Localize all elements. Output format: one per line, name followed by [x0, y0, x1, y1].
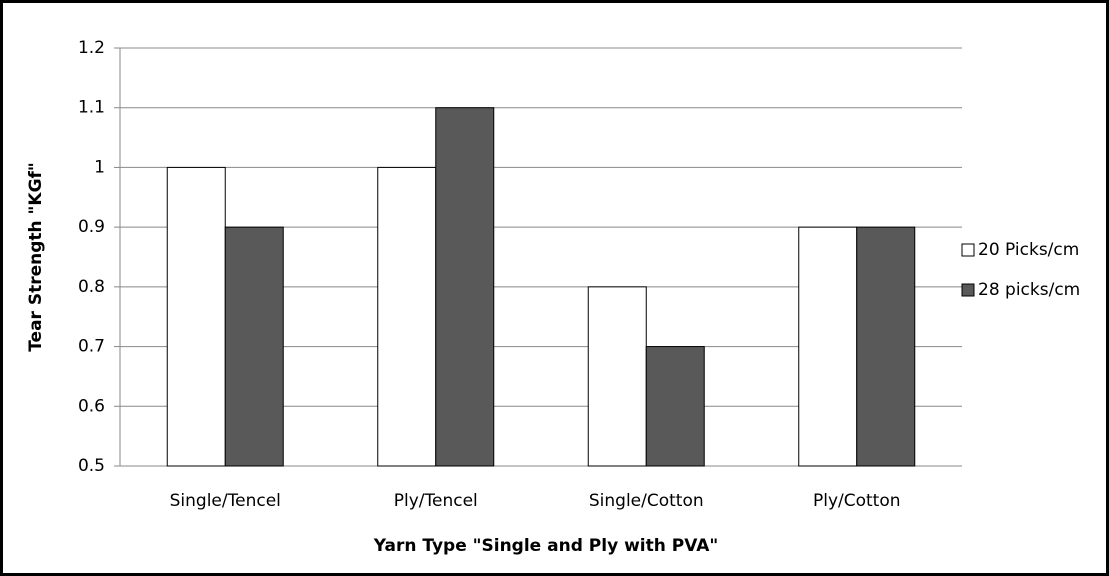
bar [587, 286, 647, 467]
y-tick-label: 0.5 [78, 456, 105, 476]
legend-label: 20 Picks/cm [978, 240, 1079, 260]
y-tick-label: 1.1 [78, 98, 105, 118]
x-tick-label: Single/Tencel [170, 491, 281, 511]
y-tick-label: 0.7 [78, 337, 105, 357]
legend-swatch [961, 243, 975, 257]
legend-swatch [961, 283, 975, 297]
y-axis-label: Tear Strength "KGf" [26, 162, 46, 352]
y-tick-label: 1.2 [78, 38, 105, 58]
bar [435, 107, 495, 467]
x-tick-label: Single/Cotton [589, 491, 704, 511]
y-tick-label: 0.9 [78, 217, 105, 237]
x-tick-label: Ply/Tencel [394, 491, 478, 511]
x-axis-label: Yarn Type "Single and Ply with PVA" [373, 536, 718, 556]
bar [224, 226, 284, 467]
y-tick-label: 0.8 [78, 277, 105, 297]
y-tick-label: 0.6 [78, 396, 105, 416]
y-tick-label: 1 [94, 157, 105, 177]
bar [856, 226, 916, 467]
x-tick-label: Ply/Cotton [813, 491, 901, 511]
bar [645, 346, 705, 467]
legend-label: 28 picks/cm [978, 280, 1080, 300]
bar [798, 226, 858, 467]
bar [377, 166, 437, 467]
bar [166, 166, 226, 467]
